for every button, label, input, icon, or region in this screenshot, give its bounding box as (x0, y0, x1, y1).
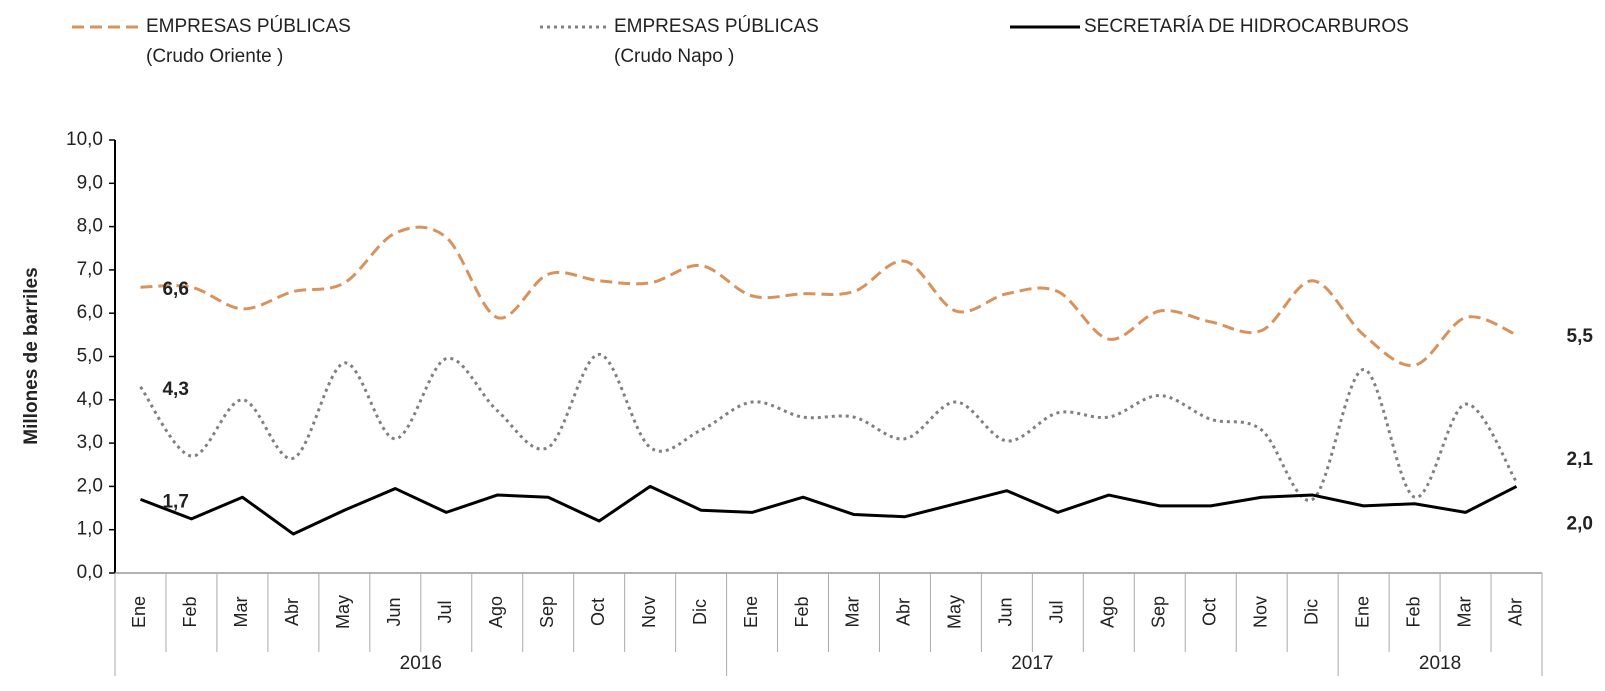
x-tick-label: Sep (537, 596, 557, 628)
y-tick-label: 7,0 (77, 259, 103, 280)
data-label: 5,5 (1567, 326, 1594, 347)
x-tick-label: Jul (1047, 600, 1067, 623)
x-tick-label: Jun (996, 597, 1016, 626)
y-tick-label: 1,0 (77, 519, 103, 540)
x-tick-label: Jul (435, 600, 455, 623)
y-axis-title: Millones de barriles (21, 267, 42, 444)
y-tick-label: 3,0 (77, 432, 103, 453)
y-tick-label: 5,0 (77, 346, 103, 367)
x-tick-label: Ene (741, 596, 761, 628)
x-tick-label: Jun (384, 597, 404, 626)
legend-label: EMPRESAS PÚBLICAS (Crudo Oriente ) (146, 16, 351, 67)
x-tick-label: Nov (639, 596, 659, 628)
x-tick-label: Feb (180, 596, 200, 627)
x-tick-label: Ene (129, 596, 149, 628)
series-line (139, 484, 1518, 536)
y-tick-label: 9,0 (77, 172, 103, 193)
series-line (140, 225, 1518, 367)
x-tick-label: Nov (1250, 596, 1270, 628)
data-label: 4,3 (162, 379, 188, 400)
data-label: 1,7 (162, 491, 188, 512)
x-tick-label: Feb (1403, 596, 1423, 627)
legend-label: SECRETARÍA DE HIDROCARBUROS (1084, 16, 1409, 37)
group-label: 2017 (1011, 653, 1053, 674)
data-label: 2,0 (1567, 513, 1593, 534)
x-tick-label: Ene (1352, 596, 1372, 628)
x-tick-label: Sep (1149, 596, 1169, 628)
group-label: 2018 (1419, 653, 1461, 674)
x-tick-label: May (333, 595, 353, 629)
y-tick-label: 2,0 (77, 475, 103, 496)
x-tick-label: Dic (690, 599, 710, 625)
x-tick-label: May (945, 595, 965, 629)
x-tick-label: Oct (1199, 598, 1219, 626)
x-tick-label: Mar (231, 596, 251, 627)
x-tick-label: Mar (843, 596, 863, 627)
series-line (139, 352, 1518, 502)
x-tick-label: Ago (1098, 596, 1118, 628)
x-tick-label: Oct (588, 598, 608, 626)
data-label: 2,1 (1567, 449, 1594, 470)
x-tick-label: Dic (1301, 599, 1321, 625)
y-tick-label: 6,0 (77, 302, 103, 323)
x-tick-label: Feb (792, 596, 812, 627)
x-tick-label: Abr (1505, 598, 1525, 626)
legend-label: EMPRESAS PÚBLICAS (Crudo Napo ) (614, 16, 819, 67)
y-tick-label: 8,0 (77, 216, 103, 237)
group-label: 2016 (400, 653, 442, 674)
data-label: 6,6 (162, 279, 188, 300)
x-tick-label: Abr (894, 598, 914, 626)
y-tick-label: 0,0 (77, 562, 103, 583)
x-tick-label: Mar (1454, 596, 1474, 627)
x-tick-label: Ago (486, 596, 506, 628)
x-tick-label: Abr (282, 598, 302, 626)
y-tick-label: 10,0 (66, 129, 103, 150)
y-tick-label: 4,0 (77, 389, 103, 410)
